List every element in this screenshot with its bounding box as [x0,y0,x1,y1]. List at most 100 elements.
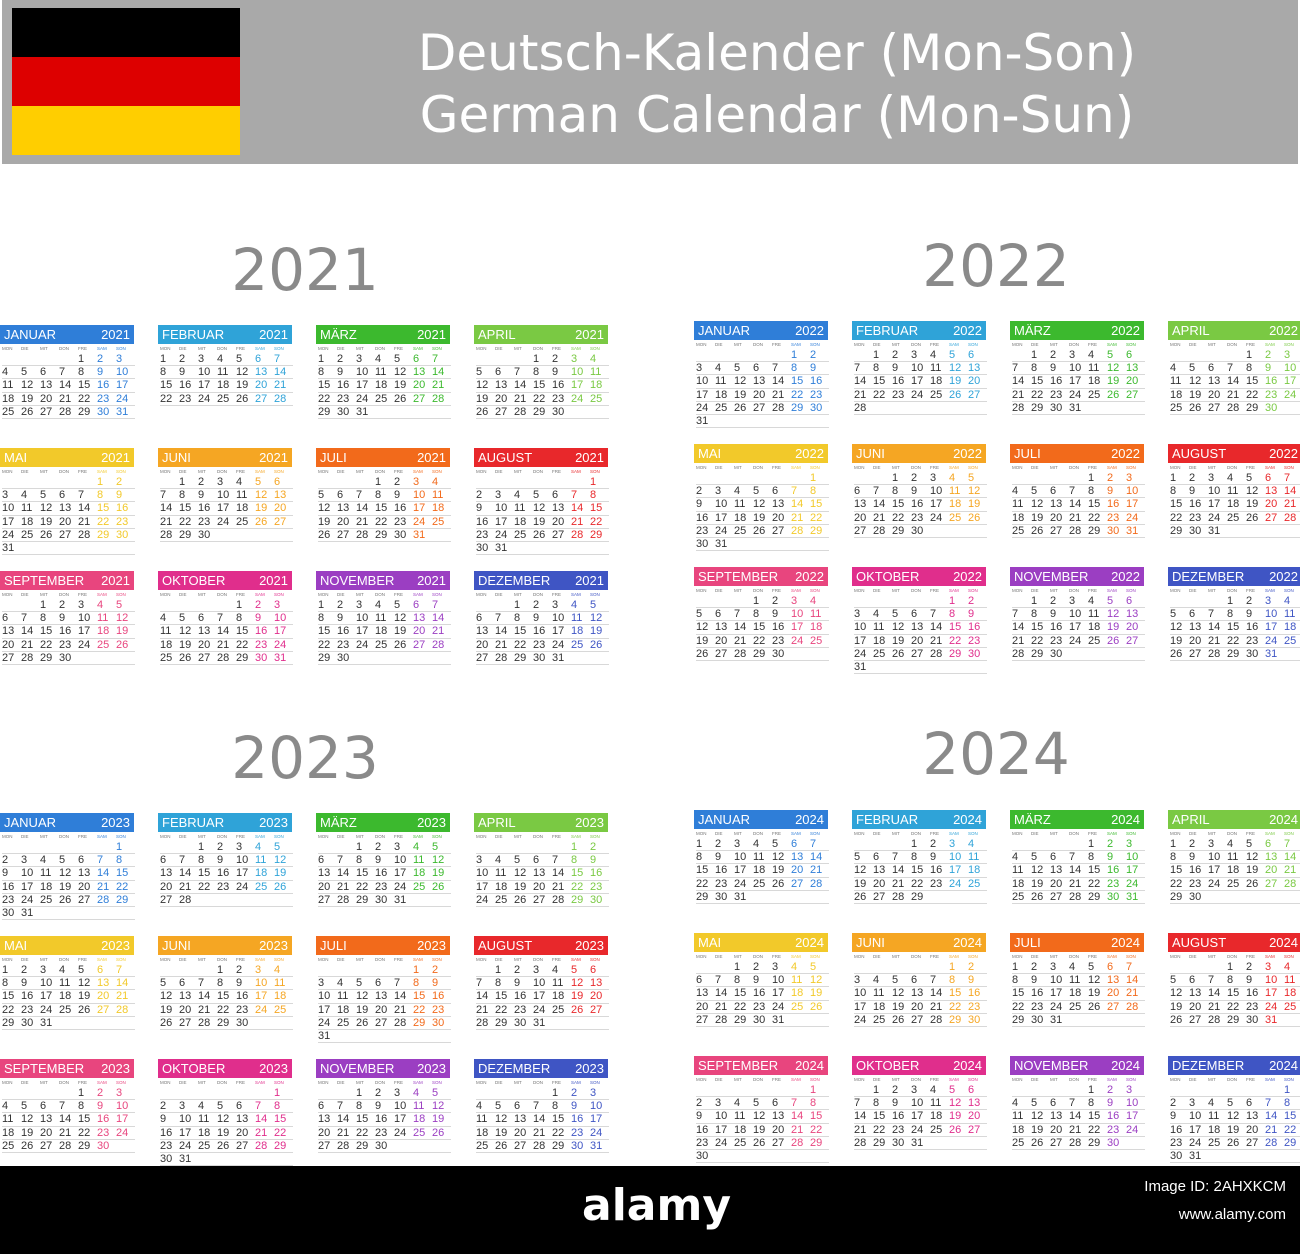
day-cell: 15 [810,1110,829,1124]
day-grid: 1 2 3 4 5 6 7 8 9 10 11 12 13 14 15 16 17 18 19 20 21 22 23 24 2… [316,964,451,1044]
day-cell: 22 [791,389,810,402]
day-cell: 22 [590,516,609,529]
day-cell-empty [1088,1014,1107,1027]
day-cell: 20 [318,881,337,894]
weekday-label: DIE [337,346,345,351]
day-cell: 30 [1031,1014,1050,1027]
flag-stripe-red [12,57,240,106]
day-cell: 9 [552,366,571,380]
weekday-label: MON [476,592,487,597]
day-cell: 11 [375,612,394,626]
day-cell: 18 [734,512,753,525]
month-header: OKTOBER 2021 [158,571,292,590]
day-cell-empty [337,964,356,978]
day-cell: 1 [1227,595,1246,609]
weekday-label: DON [217,469,227,474]
weekday-header-row: MON DIE MIT DON FRE SAM SON [694,952,828,961]
day-cell: 19 [116,625,135,639]
day-cell: 28 [514,406,533,419]
day-cell: 19 [495,1127,514,1140]
day-cell-empty [791,648,810,661]
day-cell: 23 [715,878,734,891]
day-cell: 21 [715,1001,734,1014]
day-cell: 15 [949,621,968,635]
day-cell-empty [930,961,949,975]
day-cell: 29 [179,529,198,542]
day-cell: 7 [772,362,791,376]
day-cell: 9 [1107,851,1126,865]
day-cell: 23 [476,529,495,542]
day-cell: 8 [274,1100,293,1114]
weekday-label: FRE [1088,588,1097,593]
day-cell-empty [930,525,949,538]
day-cell: 24 [1126,878,1145,891]
day-cell: 10 [854,987,873,1001]
day-cell-empty [854,472,873,486]
day-cell: 26 [217,1140,236,1153]
day-grid: 1 2 3 4 5 6 7 8 9 10 11 12 13 14 15 16 17 18 19 20 21 22 23 24 2… [316,1087,451,1153]
day-cell: 16 [394,502,413,516]
footer-logo: alamy [582,1180,731,1231]
day-cell: 1 [97,476,116,490]
month-year: 2024 [1111,812,1140,827]
month-year: 2021 [417,573,446,588]
day-cell: 17 [1284,375,1300,389]
day-cell-empty [318,964,337,978]
day-cell: 24 [1208,878,1227,891]
weekday-label: MIT [356,834,364,839]
day-cell: 31 [179,1153,198,1167]
day-cell: 9 [533,612,552,626]
day-cell-empty [160,964,179,978]
weekday-label: DIE [873,342,881,347]
day-cell-empty [1265,1150,1284,1164]
day-cell: 12 [949,362,968,376]
weekday-label: FRE [1246,342,1255,347]
day-cell: 21 [1208,635,1227,648]
day-cell: 22 [949,635,968,648]
weekday-label: DIE [337,834,345,839]
weekday-label: SAM [1107,954,1117,959]
day-cell: 6 [552,489,571,503]
day-cell: 24 [255,1004,274,1017]
month-name: MÄRZ [1014,323,1051,338]
day-cell: 12 [892,987,911,1001]
weekday-label: MIT [356,592,364,597]
day-cell: 22 [2,1004,21,1017]
day-cell: 9 [571,1100,590,1114]
day-cell: 11 [715,375,734,389]
day-cell: 9 [1050,362,1069,376]
day-cell-empty [21,476,40,490]
weekday-label: MON [160,592,171,597]
day-cell: 7 [1284,838,1300,852]
weekday-label: SON [1126,1077,1136,1082]
day-cell: 27 [413,393,432,406]
day-cell: 12 [78,977,97,991]
weekday-header-row: MON DIE MIT DON FRE SAM SON [474,344,608,353]
day-cell: 10 [198,366,217,380]
weekday-label: DON [375,834,385,839]
day-cell-empty [1126,1014,1145,1027]
day-cell: 6 [1208,362,1227,376]
day-cell: 7 [533,1100,552,1114]
day-cell: 20 [715,635,734,648]
day-cell: 20 [1189,635,1208,648]
day-cell: 10 [1208,851,1227,865]
day-cell: 30 [1107,525,1126,538]
day-cell: 7 [1208,608,1227,622]
day-cell: 10 [1126,485,1145,499]
day-cell: 6 [1265,472,1284,486]
day-cell: 25 [1088,389,1107,402]
month-header: NOVEMBER 2021 [316,571,450,590]
day-cell: 3 [1126,472,1145,486]
day-cell: 11 [571,612,590,626]
day-cell: 28 [198,1017,217,1030]
day-cell: 21 [21,639,40,652]
day-cell: 13 [772,1110,791,1124]
weekday-label: FRE [394,1080,403,1085]
day-cell: 22 [356,881,375,894]
month-year: 2024 [795,935,824,950]
day-cell: 8 [1031,608,1050,622]
day-cell: 15 [1031,621,1050,635]
day-cell: 23 [97,1127,116,1140]
day-cell: 3 [78,599,97,613]
